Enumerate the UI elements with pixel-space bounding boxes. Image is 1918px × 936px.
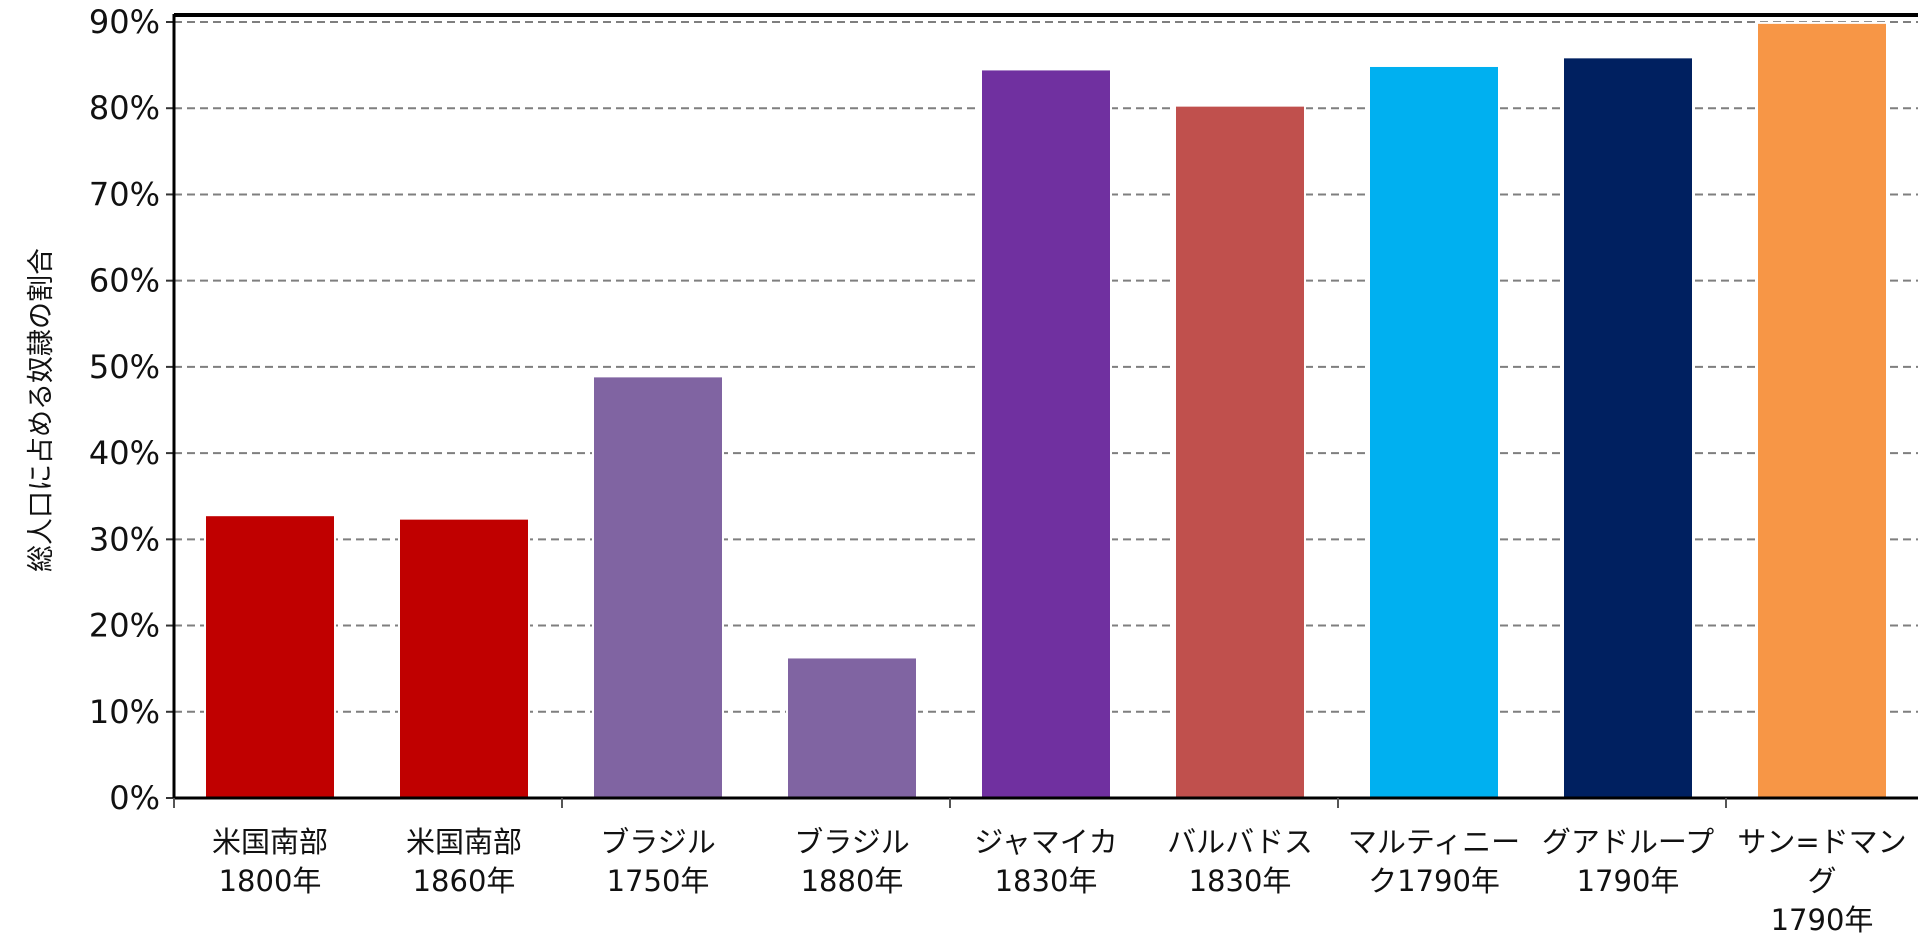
y-tick-label: 90% <box>89 3 160 41</box>
x-tick-label: 1880年 <box>801 864 904 898</box>
x-tick-label: 1790年 <box>1771 903 1874 936</box>
x-tick-label: マルティニー <box>1348 825 1520 859</box>
bar <box>592 375 724 799</box>
y-tick-label: 50% <box>89 348 160 386</box>
x-tick-label: ブラジル <box>600 825 715 859</box>
y-tick-label: 0% <box>109 779 160 817</box>
labels: 0% 10% 20% 30% 40% 50% 60% 70% 80% 90% 米国南部 1800年 米国… <box>26 3 1907 936</box>
x-tick-label: 1750年 <box>607 864 710 898</box>
x-tick-label: 1830年 <box>1189 864 1292 898</box>
axes <box>166 13 1918 808</box>
x-tick-label: 米国南部 <box>212 825 328 859</box>
bar <box>1174 104 1306 799</box>
x-tick-label: 1830年 <box>995 864 1098 898</box>
bars <box>204 21 1888 800</box>
bar <box>1756 21 1888 799</box>
bar <box>398 517 530 799</box>
x-tick-label: サン=ドマン <box>1737 825 1906 859</box>
x-tick-label: 1790年 <box>1577 864 1680 898</box>
x-tick-label: グアドループ <box>1542 825 1714 859</box>
y-axis-title: 総人口に占める奴隷の割合 <box>26 248 57 572</box>
bar <box>204 514 336 799</box>
y-tick-label: 60% <box>89 262 160 300</box>
bar <box>1368 64 1500 800</box>
y-tick-label: 30% <box>89 520 160 558</box>
x-tick-label: グ <box>1807 864 1836 898</box>
x-tick-label: ジャマイカ <box>974 825 1118 859</box>
y-tick-label: 20% <box>89 607 160 645</box>
x-tick-label: 1800年 <box>219 864 322 898</box>
x-tick-label: バルバドス <box>1167 825 1313 859</box>
bar <box>980 68 1112 799</box>
x-tick-label: ブラジル <box>794 825 909 859</box>
y-tick-label: 40% <box>89 434 160 472</box>
bar <box>1562 56 1694 799</box>
y-tick-label: 70% <box>89 175 160 213</box>
x-tick-label: 1860年 <box>413 864 516 898</box>
x-tick-label: 米国南部 <box>406 825 522 859</box>
y-tick-label: 80% <box>89 89 160 127</box>
y-tick-label: 10% <box>89 693 160 731</box>
bar <box>786 656 918 799</box>
x-tick-label: ク1790年 <box>1368 864 1500 898</box>
